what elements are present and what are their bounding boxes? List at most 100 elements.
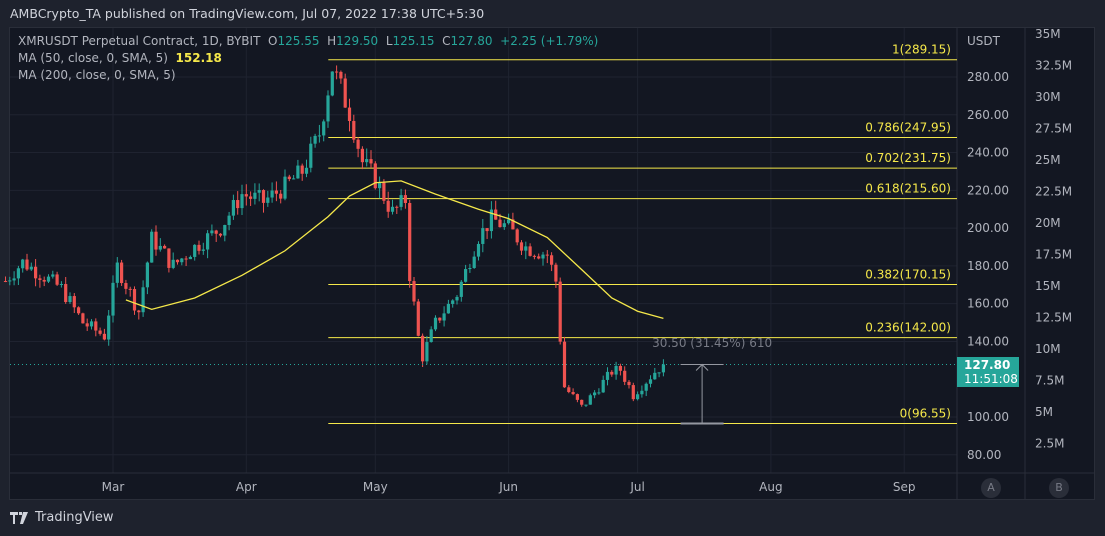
- candle-body: [240, 194, 244, 209]
- candle-body: [476, 243, 481, 257]
- current-price: 127.80: [964, 358, 1011, 372]
- candle-body: [593, 392, 597, 396]
- candle-body: [382, 182, 386, 201]
- candle-body: [132, 289, 137, 311]
- candle-body: [253, 192, 257, 199]
- fib-level-label: 0.618(215.60): [865, 182, 951, 196]
- date-tick: Jul: [629, 480, 644, 494]
- open-label: O: [268, 34, 278, 48]
- volume-tick: 5M: [1035, 405, 1053, 419]
- candle-body: [12, 278, 16, 281]
- candle-body: [347, 107, 352, 122]
- candle-body: [644, 383, 648, 391]
- candle-body: [197, 244, 201, 251]
- candle-body: [365, 159, 369, 163]
- candle-body: [623, 370, 627, 382]
- candle-body: [158, 245, 162, 250]
- candle-body: [330, 71, 334, 96]
- candle-body: [356, 139, 360, 149]
- candle-body: [304, 167, 309, 174]
- tradingview-logo-icon: [10, 511, 28, 524]
- candle-body: [636, 394, 640, 400]
- ma50-label: MA (50, close, 0, SMA, 5): [18, 51, 168, 65]
- measure-label: 30.50 (31.45%) 610: [652, 336, 772, 350]
- candle-body: [244, 194, 248, 197]
- ma200-legend[interactable]: MA (200, close, 0, SMA, 5): [18, 68, 176, 82]
- price-tick: 140.00: [967, 334, 1009, 348]
- candle-body: [227, 215, 231, 226]
- candle-body: [59, 284, 63, 286]
- candle-body: [3, 280, 8, 282]
- ma50-legend[interactable]: MA (50, close, 0, SMA, 5) 152.18: [18, 51, 222, 65]
- candle-body: [42, 279, 46, 282]
- candle-body: [648, 379, 653, 384]
- bar-countdown: 11:51:08: [964, 372, 1018, 386]
- change-value: +2.25 (+1.79%): [500, 34, 599, 48]
- candle-body: [85, 323, 89, 327]
- candle-body: [34, 266, 38, 279]
- candle-body: [150, 231, 154, 263]
- candle-body: [274, 190, 278, 194]
- candle-body: [223, 225, 227, 236]
- volume-tick: 22.5M: [1035, 185, 1072, 199]
- candle-body: [399, 195, 403, 207]
- volume-tick: 20M: [1035, 216, 1061, 230]
- candle-body: [567, 387, 571, 393]
- candle-body: [163, 245, 167, 249]
- candle-body: [451, 300, 455, 304]
- candle-body: [661, 364, 665, 373]
- low-label: L: [385, 34, 393, 48]
- candle-body: [46, 276, 51, 282]
- high-label: H: [327, 34, 337, 48]
- candle-body: [498, 219, 502, 228]
- candle-body: [335, 71, 339, 73]
- candle-body: [231, 200, 235, 216]
- candle-body: [468, 268, 472, 270]
- candle-body: [519, 242, 524, 251]
- candle-body: [21, 259, 25, 269]
- candle-body: [640, 390, 644, 395]
- candle-body: [550, 255, 554, 265]
- date-tick: Apr: [236, 480, 257, 494]
- candle-body: [266, 197, 270, 203]
- candle-body: [309, 143, 313, 168]
- candle-body: [343, 78, 347, 108]
- price-tick: 80.00: [967, 448, 1001, 462]
- symbol-title[interactable]: XMRUSDT Perpetual Contract, 1D, BYBIT: [18, 34, 261, 48]
- candle-body: [395, 206, 399, 208]
- candle-body: [72, 296, 76, 308]
- candle-body: [249, 196, 253, 199]
- candle-body: [120, 262, 124, 284]
- candle-body: [180, 258, 184, 263]
- candle-body: [554, 264, 558, 282]
- candle-body: [657, 372, 661, 374]
- candle-body: [55, 274, 59, 285]
- price-tick: 240.00: [967, 146, 1009, 160]
- price-tick: 100.00: [967, 410, 1009, 424]
- candle-body: [601, 379, 605, 393]
- candle-body: [631, 385, 635, 400]
- candle-body: [580, 399, 584, 405]
- candle-body: [145, 262, 149, 288]
- auto-scale-button[interactable]: A: [981, 478, 1001, 498]
- candle-body: [322, 121, 326, 136]
- candle-body: [386, 200, 390, 212]
- candle-body: [588, 395, 592, 405]
- candle-body: [429, 329, 433, 343]
- candle-body: [425, 342, 429, 362]
- candle-body: [326, 95, 330, 122]
- fib-level-label: 0.702(231.75): [865, 151, 951, 165]
- fib-level-label: 0.382(170.15): [865, 267, 951, 281]
- candle-body: [193, 244, 197, 257]
- candle-body: [94, 321, 98, 331]
- scale-b-button[interactable]: B: [1049, 478, 1069, 498]
- tradingview-logo[interactable]: TradingView: [10, 510, 114, 525]
- candle-body: [296, 165, 300, 179]
- brand-name: TradingView: [35, 510, 114, 525]
- price-tick: 180.00: [967, 259, 1009, 273]
- candle-body: [206, 233, 210, 250]
- candle-body: [8, 280, 12, 282]
- candle-body: [270, 190, 274, 198]
- volume-tick: 30M: [1035, 90, 1061, 104]
